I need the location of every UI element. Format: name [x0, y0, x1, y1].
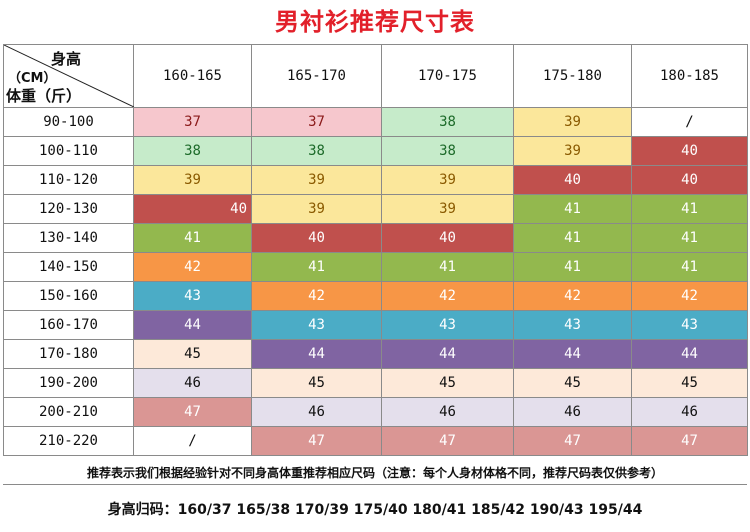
weight-range-cell: 130-140: [3, 223, 134, 253]
column-header: 170-175: [381, 44, 514, 108]
size-cell: 39: [251, 194, 382, 224]
table-row: 210-220/47 47 47 47: [3, 426, 748, 456]
size-cell: 42: [251, 281, 382, 311]
height-label: 身高: [50, 50, 81, 68]
size-cell: 41: [631, 252, 748, 282]
size-cell: 45: [513, 368, 632, 398]
weight-range-cell: 210-220: [3, 426, 134, 456]
weight-range-cell: 190-200: [3, 368, 134, 398]
size-cell: 45: [381, 368, 514, 398]
weight-range-cell: 150-160: [3, 281, 134, 311]
size-cell: 44: [513, 339, 632, 369]
size-cell: 45: [631, 368, 748, 398]
size-cell: 41: [381, 252, 514, 282]
size-cell: 46: [631, 397, 748, 427]
size-cell: 41: [251, 252, 382, 282]
column-header: 165-170: [251, 44, 382, 108]
size-cell: 41: [513, 194, 632, 224]
size-cell: 39: [513, 107, 632, 137]
column-header: 180-185: [631, 44, 748, 108]
table-row: 100-110 38 38 38 39 40: [3, 136, 748, 166]
page-title: 男衬衫推荐尺寸表: [275, 7, 475, 36]
size-cell: 37: [251, 107, 382, 137]
size-cell: 43: [513, 310, 632, 340]
weight-range-cell: 100-110: [3, 136, 134, 166]
header-row: 身高 （CM） 体重（斤） 160-165 165-170 170-175 17…: [3, 44, 748, 108]
size-cell: 39: [381, 194, 514, 224]
size-cell: 43: [381, 310, 514, 340]
size-cell: 41: [133, 223, 252, 253]
table-row: 150-160 43 42 42 42 42: [3, 281, 748, 311]
size-cell: 42: [631, 281, 748, 311]
size-cell: 39: [513, 136, 632, 166]
size-cell: 38: [133, 136, 252, 166]
size-cell: 44: [381, 339, 514, 369]
size-cell: 41: [513, 252, 632, 282]
size-cell: 39: [133, 165, 252, 195]
size-cell: 45: [251, 368, 382, 398]
size-cell: 47: [513, 426, 632, 456]
size-cell: 40: [631, 165, 748, 195]
size-cell: 47: [381, 426, 514, 456]
size-cell: 47: [631, 426, 748, 456]
height-codes: 身高归码：160/37 165/38 170/39 175/40 180/41 …: [107, 502, 643, 518]
table-row: 170-180 45 44 44 44 44: [3, 339, 748, 369]
size-cell: 44: [631, 339, 748, 369]
size-cell: 43: [631, 310, 748, 340]
size-cell: 44: [251, 339, 382, 369]
recommendation-note: 推荐表示我们根据经验针对不同身高体重推荐相应尺码（注意：每个人身材体格不同，推荐…: [3, 462, 747, 485]
size-cell: 46: [513, 397, 632, 427]
size-cell: 41: [513, 223, 632, 253]
weight-range-cell: 140-150: [3, 252, 134, 282]
size-cell: 45: [133, 339, 252, 369]
size-cell: 41: [631, 223, 748, 253]
table-row: 110-120 39 39 39 40 40: [3, 165, 748, 195]
weight-range-cell: 90-100: [3, 107, 134, 137]
size-cell: 46: [381, 397, 514, 427]
size-cell: 38: [381, 136, 514, 166]
weight-label: 体重（斤）: [6, 87, 82, 105]
size-cell: 39: [251, 165, 382, 195]
size-cell: 47: [133, 397, 252, 427]
size-cell: 42: [381, 281, 514, 311]
size-cell: 40: [513, 165, 632, 195]
size-cell: 47: [251, 426, 382, 456]
size-cell: 40: [381, 223, 514, 253]
unit-label: （CM）: [8, 71, 57, 86]
weight-range-cell: 110-120: [3, 165, 134, 195]
diagonal-divider: [4, 45, 134, 107]
column-header: 160-165: [133, 44, 252, 108]
size-cell: 39: [381, 165, 514, 195]
column-header: 175-180: [513, 44, 632, 108]
size-table: 身高 （CM） 体重（斤） 160-165 165-170 170-175 17…: [3, 44, 748, 456]
table-row: 130-140 41 40 40 41 41: [3, 223, 748, 253]
size-cell: 42: [513, 281, 632, 311]
size-cell: 40: [251, 223, 382, 253]
table-row: 120-130 40 39 39 41 41: [3, 194, 748, 224]
corner-header: 身高 （CM） 体重（斤）: [3, 44, 134, 108]
size-cell: 38: [251, 136, 382, 166]
size-cell: 41: [631, 194, 748, 224]
size-cell: 43: [251, 310, 382, 340]
size-cell: /: [631, 107, 748, 137]
weight-range-cell: 160-170: [3, 310, 134, 340]
size-cell: 40: [631, 136, 748, 166]
size-cell: 46: [251, 397, 382, 427]
table-row: 140-150 42 41 41 41 41: [3, 252, 748, 282]
size-cell: 46: [133, 368, 252, 398]
weight-range-cell: 120-130: [3, 194, 134, 224]
size-cell: 40: [133, 194, 252, 224]
size-cell: 44: [133, 310, 252, 340]
weight-range-cell: 200-210: [3, 397, 134, 427]
table-row: 160-170 44 43 43 43 43: [3, 310, 748, 340]
size-cell: /: [133, 426, 252, 456]
weight-range-cell: 170-180: [3, 339, 134, 369]
size-cell: 38: [381, 107, 514, 137]
table-row: 190-200 46 45 45 45 45: [3, 368, 748, 398]
size-cell: 42: [133, 252, 252, 282]
table-row: 200-210 47 46 46 46 46: [3, 397, 748, 427]
size-cell: 43: [133, 281, 252, 311]
size-cell: 37: [133, 107, 252, 137]
table-row: 90-100 37 37 38 39/: [3, 107, 748, 137]
